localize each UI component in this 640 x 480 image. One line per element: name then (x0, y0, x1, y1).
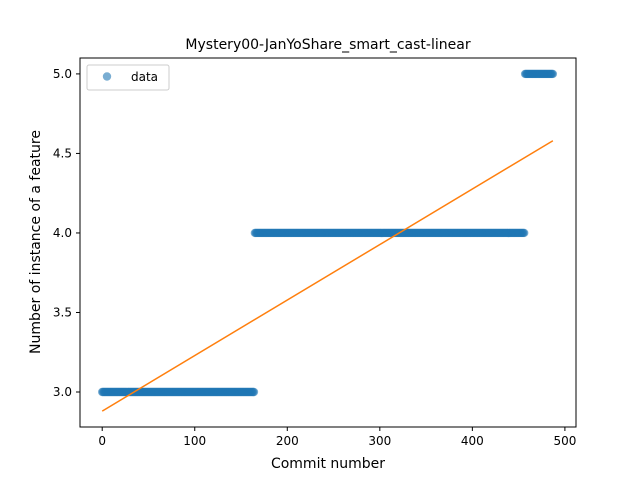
legend-box (86, 64, 170, 91)
data-point (249, 387, 259, 397)
y-tick-label: 5.0 (53, 67, 72, 81)
data-point (519, 228, 529, 238)
plot-area (98, 69, 558, 412)
data-points (98, 69, 558, 397)
chart-title: Mystery00-JanYoShare_smart_cast-linear (185, 37, 470, 53)
fit-line-layer (101, 140, 554, 412)
y-axis-ticks: 3.0 3.5 4.0 4.5 5.0 (53, 67, 80, 399)
x-tick-label: 400 (461, 434, 484, 448)
x-axis-label: Commit number (271, 456, 385, 472)
y-axis-label: Number of instance of a feature (28, 130, 44, 354)
y-tick-label: 4.0 (53, 226, 72, 240)
data-point (548, 69, 558, 79)
x-tick-label: 200 (276, 434, 299, 448)
x-tick-label: 100 (183, 434, 206, 448)
y-tick-label: 3.0 (53, 385, 72, 399)
x-tick-label: 500 (553, 434, 576, 448)
x-tick-label: 300 (368, 434, 391, 448)
legend-label-data: data (131, 70, 158, 84)
y-tick-label: 4.5 (53, 146, 72, 160)
x-tick-label: 0 (98, 434, 106, 448)
y-tick-label: 3.5 (53, 305, 72, 319)
legend-marker-data (102, 72, 112, 81)
axes-frame (79, 57, 577, 428)
fit-line (101, 140, 554, 412)
x-axis-ticks: 0 100 200 300 400 500 (98, 427, 576, 448)
legend: data (86, 64, 170, 91)
